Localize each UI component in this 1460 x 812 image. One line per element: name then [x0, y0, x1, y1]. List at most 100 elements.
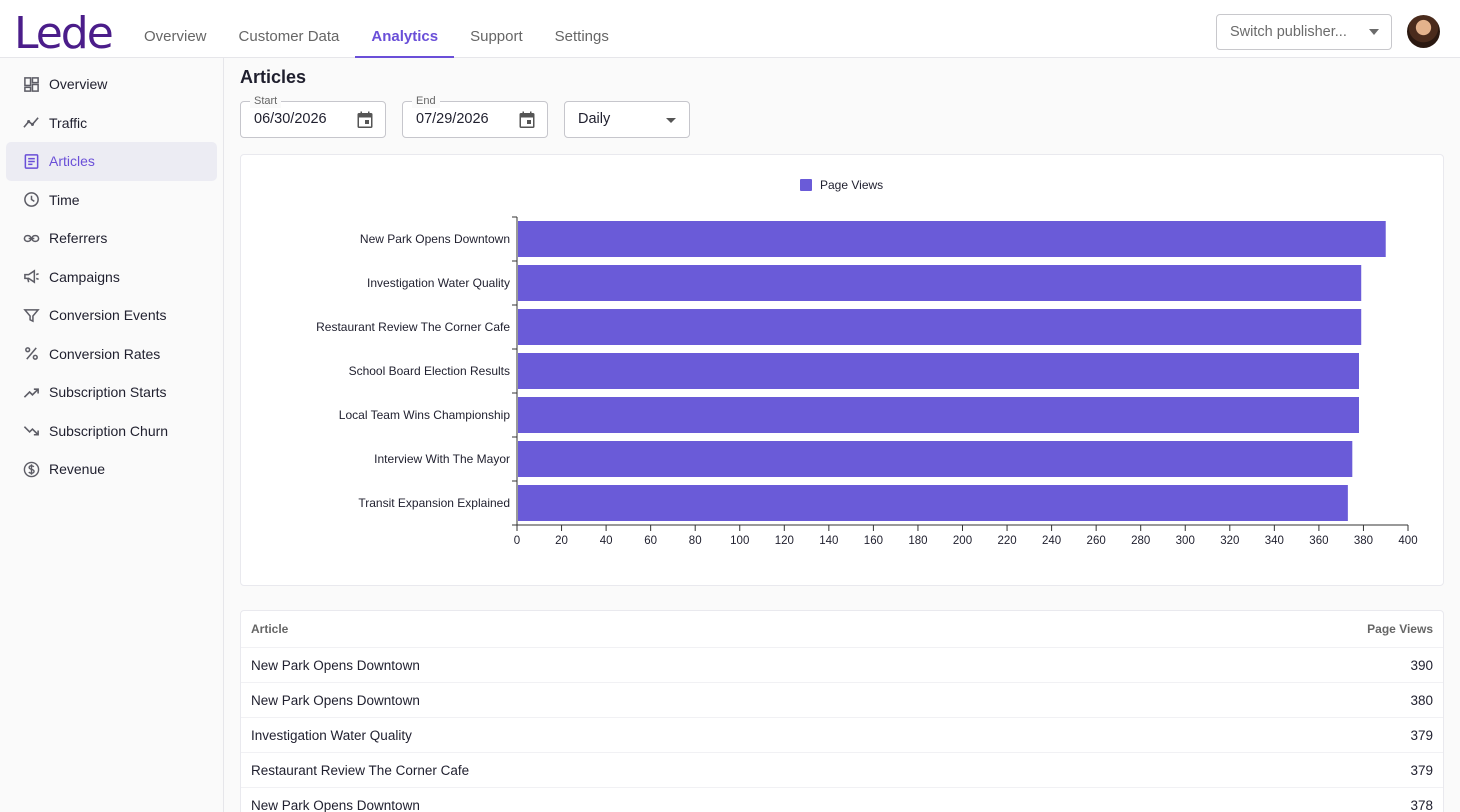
calendar-icon[interactable]	[355, 110, 375, 130]
x-tick-label: 140	[819, 535, 838, 547]
trending-up-icon	[22, 383, 40, 401]
topnav-analytics[interactable]: Analytics	[355, 0, 454, 58]
chart-legend[interactable]: Page Views	[800, 178, 883, 192]
sidebar-item-label: Revenue	[49, 461, 106, 478]
y-tick-label: Restaurant Review The Corner Cafe	[316, 320, 510, 334]
sidebar-item-label: Subscription Starts	[49, 384, 167, 401]
x-tick-label: 260	[1087, 535, 1106, 547]
bar[interactable]	[518, 309, 1362, 345]
sidebar-item-campaigns[interactable]: Campaigns	[6, 258, 217, 297]
page-title: Articles	[240, 67, 307, 87]
table-row[interactable]: Restaurant Review The Corner Cafe 379	[241, 752, 1443, 787]
sidebar-item-label: Conversion Events	[49, 307, 167, 324]
sidebar-item-label: Time	[49, 191, 80, 208]
x-tick-label: 300	[1176, 535, 1195, 547]
sidebar-item-traffic[interactable]: Traffic	[6, 104, 217, 143]
x-tick-label: 120	[775, 535, 794, 547]
x-tick-label: 280	[1131, 535, 1150, 547]
sidebar-item-label: Subscription Churn	[49, 422, 169, 439]
app-logo[interactable]: Lede	[14, 8, 114, 59]
end-date-field[interactable]: End 07/29/2026	[402, 94, 548, 138]
table-header: Article Page Views	[241, 611, 1443, 647]
caret-down-icon	[1369, 29, 1379, 35]
y-tick-label: School Board Election Results	[349, 364, 510, 378]
top-nav: Overview Customer Data Analytics Support…	[128, 0, 625, 58]
cell-page-views: 380	[1410, 692, 1433, 708]
publisher-select[interactable]: Switch publisher...	[1216, 14, 1392, 50]
publisher-select-placeholder: Switch publisher...	[1230, 24, 1347, 40]
topnav-settings[interactable]: Settings	[554, 28, 609, 45]
x-tick-label: 340	[1265, 535, 1284, 547]
x-tick-label: 160	[864, 535, 883, 547]
topnav-customer-data[interactable]: Customer Data	[238, 28, 340, 45]
sidebar-item-articles[interactable]: Articles	[6, 142, 217, 181]
cell-page-views: 379	[1410, 762, 1433, 778]
y-tick-label: Transit Expansion Explained	[358, 496, 510, 510]
table-row[interactable]: New Park Opens Downtown 380	[241, 682, 1443, 717]
sidebar-item-label: Overview	[49, 76, 108, 93]
sidebar-item-label: Campaigns	[49, 268, 120, 285]
calendar-icon[interactable]	[517, 110, 537, 130]
cell-page-views: 379	[1410, 727, 1433, 743]
sidebar-item-referrers[interactable]: Referrers	[6, 219, 217, 258]
column-header-article[interactable]: Article	[251, 622, 289, 636]
bar[interactable]	[518, 221, 1386, 257]
legend-label: Page Views	[820, 178, 884, 192]
bar[interactable]	[518, 353, 1359, 389]
interval-select[interactable]: Daily	[564, 101, 690, 138]
start-date-field[interactable]: Start 06/30/2026	[240, 94, 386, 138]
bar[interactable]	[518, 265, 1362, 301]
start-date-value: 06/30/2026	[254, 111, 327, 127]
sidebar-item-conversion-rates[interactable]: Conversion Rates	[6, 335, 217, 374]
table-row[interactable]: New Park Opens Downtown 390	[241, 647, 1443, 682]
main-content: Articles Start 06/30/2026 End 07/29/2026…	[225, 58, 1460, 812]
end-date-value: 07/29/2026	[416, 111, 489, 127]
table-row[interactable]: Investigation Water Quality 379	[241, 717, 1443, 752]
cell-article: Restaurant Review The Corner Cafe	[251, 762, 470, 778]
sidebar-item-label: Conversion Rates	[49, 345, 161, 362]
sidebar-item-label: Referrers	[49, 230, 108, 247]
bar[interactable]	[518, 441, 1353, 477]
bar[interactable]	[518, 485, 1348, 521]
user-avatar[interactable]	[1407, 15, 1440, 48]
x-tick-label: 360	[1309, 535, 1328, 547]
start-date-label: Start	[250, 94, 282, 108]
x-tick-label: 220	[997, 535, 1016, 547]
topnav-overview[interactable]: Overview	[144, 28, 207, 45]
x-tick-label: 240	[1042, 535, 1061, 547]
link-icon	[22, 229, 40, 247]
bar-chart: New Park Opens Downtown Investigation Wat…	[316, 216, 1418, 547]
cell-article: New Park Opens Downtown	[251, 657, 420, 673]
sidebar-item-overview[interactable]: Overview	[6, 65, 217, 104]
cell-page-views: 390	[1410, 657, 1433, 673]
dollar-icon	[22, 460, 40, 478]
bar[interactable]	[518, 397, 1359, 433]
articles-table: Article Page Views New Park Opens Downto…	[240, 610, 1444, 812]
x-tick-label: 180	[908, 535, 927, 547]
interval-select-value: Daily	[578, 111, 611, 127]
column-header-page-views[interactable]: Page Views	[1367, 622, 1433, 636]
chart-card: Page Views New Park Opens Downtown Invest…	[240, 154, 1444, 586]
x-tick-label: 60	[644, 535, 657, 547]
x-tick-label: 200	[953, 535, 972, 547]
sidebar-item-revenue[interactable]: Revenue	[6, 450, 217, 489]
clock-icon	[22, 191, 40, 209]
x-tick-label: 100	[730, 535, 749, 547]
x-tick-label: 320	[1220, 535, 1239, 547]
topnav-support[interactable]: Support	[470, 28, 523, 45]
sidebar-item-subscription-starts[interactable]: Subscription Starts	[6, 373, 217, 412]
sidebar-item-conversion-events[interactable]: Conversion Events	[6, 296, 217, 335]
table-row[interactable]: New Park Opens Downtown 378	[241, 787, 1443, 812]
x-tick-label: 80	[689, 535, 702, 547]
sidebar-item-label: Articles	[49, 153, 95, 170]
cell-article: Investigation Water Quality	[251, 727, 412, 743]
x-tick-label: 380	[1354, 535, 1373, 547]
filter-icon	[22, 306, 40, 324]
percent-icon	[22, 345, 40, 363]
legend-swatch	[800, 179, 812, 191]
sidebar-item-subscription-churn[interactable]: Subscription Churn	[6, 412, 217, 451]
trending-down-icon	[22, 422, 40, 440]
caret-down-icon	[666, 118, 676, 123]
y-tick-label: New Park Opens Downtown	[360, 232, 510, 246]
sidebar-item-time[interactable]: Time	[6, 181, 217, 220]
